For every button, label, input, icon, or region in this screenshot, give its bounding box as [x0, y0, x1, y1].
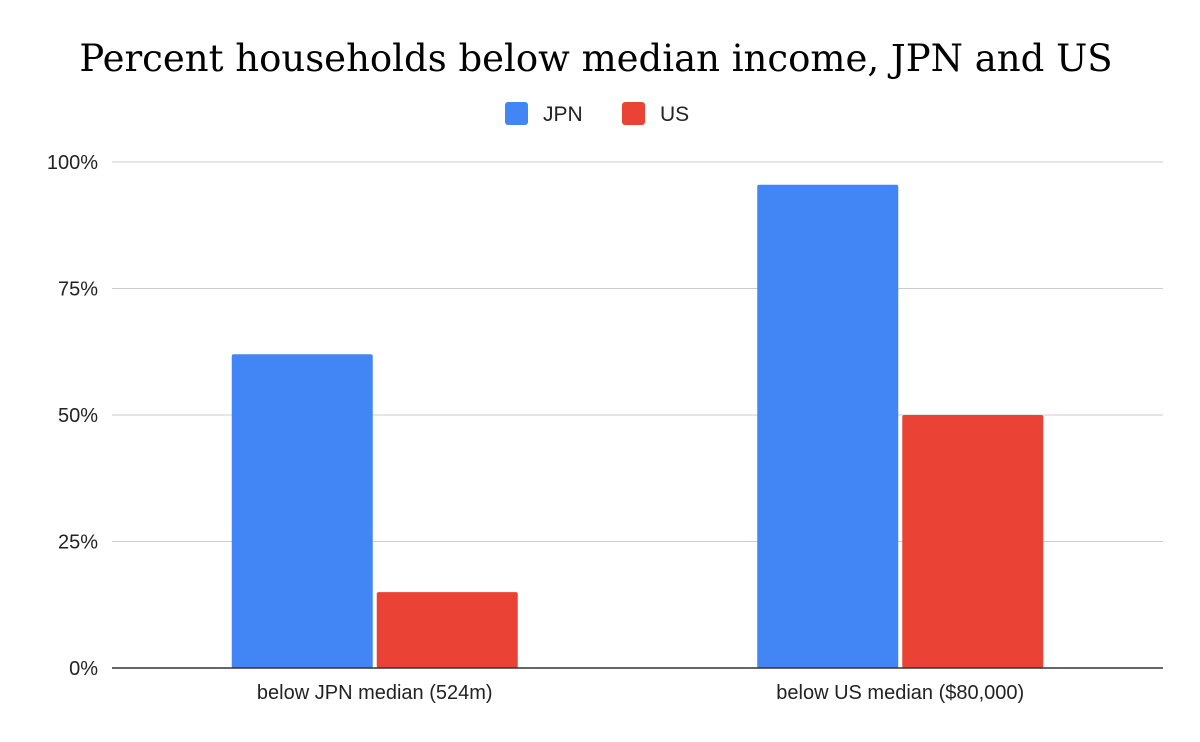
- chart-title: Percent households below median income, …: [79, 37, 1112, 80]
- legend-swatch-jpn: [505, 102, 528, 125]
- bars: [231, 184, 1044, 668]
- y-tick-label: 25%: [58, 532, 98, 554]
- bar-jpn-1: [757, 184, 899, 668]
- y-tick-label: 100%: [47, 152, 98, 174]
- y-tick-label: 75%: [58, 279, 98, 301]
- y-tick-label: 50%: [58, 405, 98, 427]
- x-category-label: below JPN median (524m): [257, 682, 493, 704]
- y-axis-ticks: 0% 25% 50% 75% 100%: [47, 152, 98, 680]
- legend-label-us: US: [660, 103, 689, 126]
- y-tick-label: 0%: [69, 658, 98, 680]
- bar-us-0: [376, 592, 518, 668]
- legend: JPN US: [505, 102, 689, 126]
- legend-swatch-us: [622, 102, 645, 125]
- bar-us-1: [902, 415, 1044, 668]
- bar-jpn-0: [231, 354, 373, 668]
- legend-label-jpn: JPN: [543, 103, 583, 126]
- x-category-label: below US median ($80,000): [776, 682, 1024, 704]
- x-axis-labels: below JPN median (524m) below US median (…: [257, 682, 1024, 704]
